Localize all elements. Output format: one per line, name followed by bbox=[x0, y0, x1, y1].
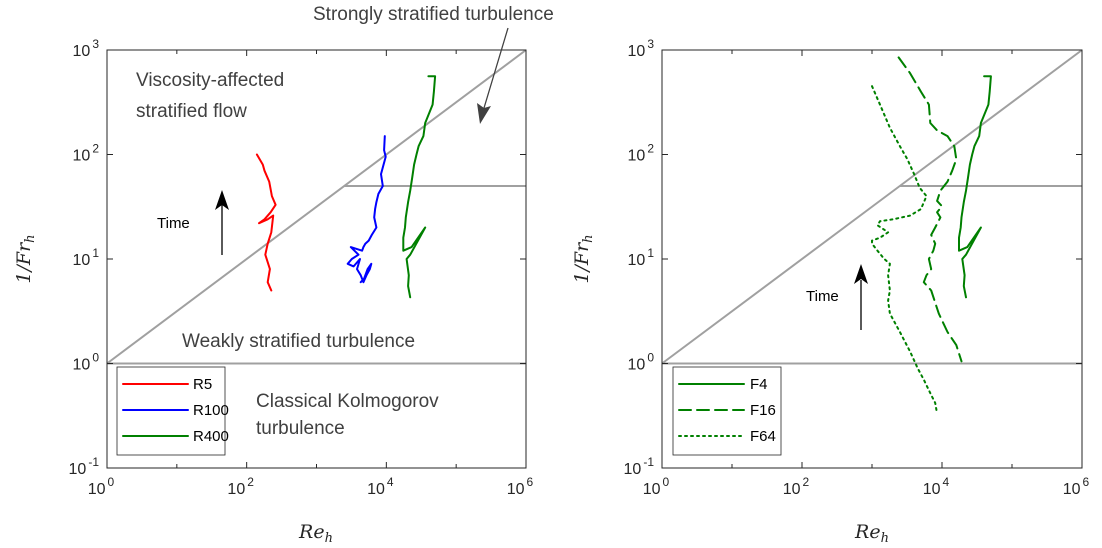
left-legend-label-r400: R400 bbox=[193, 428, 229, 445]
right-x-tick-label: 10 2 bbox=[783, 475, 810, 498]
right-y-tick-label: 10 2 bbox=[628, 142, 655, 165]
left-annotation-classical-1: Classical Kolmogorov bbox=[256, 391, 439, 412]
right-diagonal-line bbox=[661, 49, 1083, 365]
right-series-line-f16 bbox=[897, 56, 963, 363]
left-annotation-viscosity-2: stratified flow bbox=[136, 101, 247, 122]
right-series-line-f4 bbox=[958, 75, 992, 299]
left-annotation-classical-2: turbulence bbox=[256, 418, 345, 439]
left-series-group bbox=[255, 75, 437, 299]
left-x-tick-label: 10 0 bbox=[88, 475, 115, 498]
left-x-axis-label: Reh bbox=[298, 521, 333, 546]
left-time-arrow bbox=[215, 190, 229, 255]
top-annotation-strongly-stratified: Strongly stratified turbulence bbox=[313, 4, 554, 25]
left-y-axis-label: 1/Frh bbox=[13, 234, 38, 283]
left-x-tick-label: 10 6 bbox=[507, 475, 534, 498]
left-y-tick-label: 10 3 bbox=[73, 37, 100, 60]
left-y-tick-label: 10 1 bbox=[73, 246, 100, 269]
left-x-tick-label: 10 2 bbox=[227, 475, 254, 498]
left-y-tick-label: 10 2 bbox=[73, 142, 100, 165]
left-diagonal-line bbox=[106, 49, 527, 365]
right-y-tick-label: 10 -1 bbox=[624, 455, 655, 478]
right-regime-lines bbox=[661, 49, 1083, 365]
left-legend: R5 R100 R400 bbox=[116, 366, 229, 456]
right-y-tick-label: 10 1 bbox=[628, 246, 655, 269]
right-x-tick-label: 10 0 bbox=[643, 475, 670, 498]
left-regime-lines bbox=[106, 49, 527, 365]
right-legend-label-f16: F16 bbox=[750, 402, 776, 419]
left-series-line-r100 bbox=[346, 135, 387, 284]
right-time-arrow bbox=[854, 264, 868, 330]
right-legend-label-f4: F4 bbox=[750, 376, 768, 393]
left-x-tick-label: 10 4 bbox=[367, 475, 394, 498]
left-annotation-weakly: Weakly stratified turbulence bbox=[182, 331, 415, 352]
right-legend-label-f64: F64 bbox=[750, 428, 776, 445]
right-x-tick-label: 10 6 bbox=[1063, 475, 1090, 498]
left-series-line-r5 bbox=[255, 153, 277, 292]
right-y-tick-label: 10 0 bbox=[628, 351, 655, 374]
right-x-tick-label: 10 4 bbox=[923, 475, 950, 498]
right-series-line-f64 bbox=[871, 85, 939, 415]
right-time-label: Time bbox=[806, 288, 839, 305]
right-y-axis-label: 1/Frh bbox=[571, 234, 596, 283]
left-legend-label-r5: R5 bbox=[193, 376, 212, 393]
right-ticks: 10 0 10 2 10 4 10 610 -110 010 110 210 3 bbox=[624, 37, 1090, 498]
right-x-axis-label: Reh bbox=[854, 521, 889, 546]
right-series-group bbox=[871, 56, 992, 415]
left-series-line-r400 bbox=[402, 75, 437, 299]
left-panel: 10 0 10 2 10 4 10 610 -110 010 110 210 3 Viscosity-a… bbox=[13, 37, 534, 546]
left-annotation-viscosity-1: Viscosity-affected bbox=[136, 70, 284, 91]
right-panel: 10 0 10 2 10 4 10 610 -110 010 110 210 3 Time F4 F16… bbox=[571, 37, 1090, 546]
left-ticks: 10 0 10 2 10 4 10 610 -110 010 110 210 3 bbox=[69, 37, 534, 498]
left-y-tick-label: 10 -1 bbox=[69, 455, 100, 478]
left-y-tick-label: 10 0 bbox=[73, 351, 100, 374]
right-y-tick-label: 10 3 bbox=[628, 37, 655, 60]
strongly-stratified-arrow bbox=[477, 27, 509, 124]
left-legend-label-r100: R100 bbox=[193, 402, 229, 419]
left-time-label: Time bbox=[157, 215, 190, 232]
right-legend: F4 F16 F64 bbox=[672, 366, 782, 456]
